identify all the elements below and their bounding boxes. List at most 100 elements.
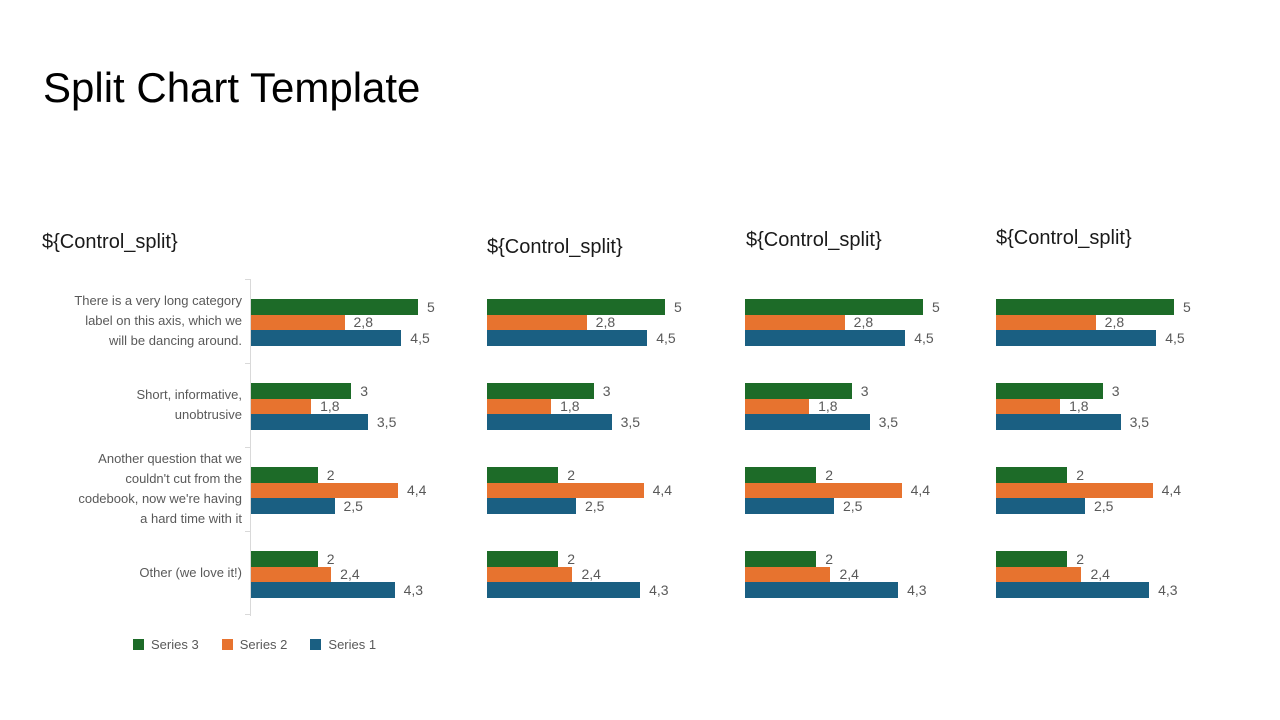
bar-row: 4,5 bbox=[487, 330, 676, 346]
bar-row: 2 bbox=[251, 551, 418, 567]
bar-series-2 bbox=[996, 566, 1082, 582]
bar-series-3 bbox=[745, 467, 817, 483]
bar-series-1 bbox=[745, 414, 870, 430]
value-label: 2,8 bbox=[353, 314, 373, 331]
bar-series-1 bbox=[251, 330, 402, 346]
value-label: 3 bbox=[860, 382, 869, 399]
value-label: 2 bbox=[825, 466, 833, 483]
chart-plot: 5 2,8 4,5 3 1,8 3,5 2 4,4 2,5 2 2,4 4,3 bbox=[745, 279, 940, 615]
bar-row: 3 bbox=[996, 383, 1174, 399]
bar-series-3 bbox=[251, 299, 418, 315]
bar-row: 3 bbox=[745, 383, 923, 399]
bar-row: 5 bbox=[996, 299, 1191, 315]
bar-group: 2 4,4 2,5 bbox=[745, 447, 930, 531]
chart-plot: 5 2,8 4,5 3 1,8 3,5 2 4,4 2,5 2 2,4 4,3 bbox=[251, 279, 435, 615]
chart-legend: Series 3 Series 2 Series 1 bbox=[133, 638, 376, 651]
bar-row: 2,4 bbox=[745, 566, 923, 582]
bar-series-3 bbox=[996, 467, 1068, 483]
bar-group: 5 2,8 4,5 bbox=[996, 279, 1191, 363]
value-label: 2,5 bbox=[343, 497, 363, 514]
category-label: Another question that we couldn't cut fr… bbox=[78, 451, 242, 526]
category-axis-labels: There is a very long category label on t… bbox=[34, 279, 242, 615]
bar-series-3 bbox=[487, 299, 665, 315]
bar-row: 1,8 bbox=[251, 398, 418, 414]
bar-series-2 bbox=[996, 482, 1153, 498]
bar-row: 1,8 bbox=[487, 398, 665, 415]
bar-group: 2 4,4 2,5 bbox=[996, 447, 1181, 531]
value-label: 3,5 bbox=[620, 413, 641, 430]
axis-tick bbox=[245, 447, 250, 448]
value-label: 2 bbox=[825, 550, 833, 567]
value-label: 2 bbox=[567, 466, 575, 483]
bar-row: 4,5 bbox=[745, 330, 934, 346]
bar-row: 3,5 bbox=[251, 414, 418, 430]
bar-row: 2,8 bbox=[745, 314, 923, 330]
bar-row: 2,4 bbox=[487, 566, 665, 582]
chart-title: ${Control_split} bbox=[996, 227, 1132, 249]
bar-series-1 bbox=[996, 330, 1157, 346]
axis-tick bbox=[245, 531, 250, 532]
bar-series-3 bbox=[745, 383, 852, 399]
value-label: 2,8 bbox=[1104, 314, 1125, 331]
bar-row: 2,8 bbox=[996, 314, 1174, 331]
bar-series-1 bbox=[996, 414, 1121, 430]
bar-series-1 bbox=[745, 582, 899, 598]
bar-group: 2 2,4 4,3 bbox=[251, 531, 423, 615]
legend-swatch-icon bbox=[310, 639, 322, 650]
bar-row: 4,4 bbox=[251, 482, 426, 498]
bar-series-2 bbox=[487, 482, 644, 498]
bar-row: 2 bbox=[251, 467, 418, 483]
bar-series-1 bbox=[487, 582, 641, 598]
value-label: 4,4 bbox=[910, 482, 931, 499]
bar-series-2 bbox=[487, 314, 587, 330]
bar-series-1 bbox=[745, 498, 834, 514]
bar-row: 3,5 bbox=[996, 414, 1174, 430]
bar-group: 5 2,8 4,5 bbox=[251, 279, 435, 363]
bar-row: 3,5 bbox=[745, 414, 923, 430]
bar-row: 2 bbox=[745, 467, 923, 483]
value-label: 1,8 bbox=[1069, 398, 1089, 415]
bar-series-3 bbox=[251, 551, 318, 567]
bar-group: 5 2,8 4,5 bbox=[487, 279, 682, 363]
bar-row: 2,8 bbox=[487, 314, 665, 330]
bar-row: 4,4 bbox=[745, 482, 930, 498]
chart-title: ${Control_split} bbox=[746, 229, 882, 251]
bar-series-1 bbox=[487, 330, 648, 346]
bar-row: 5 bbox=[487, 299, 682, 315]
bar-group: 3 1,8 3,5 bbox=[251, 363, 418, 447]
bar-series-3 bbox=[251, 383, 352, 399]
axis-tick bbox=[245, 279, 250, 280]
value-label: 3 bbox=[602, 382, 611, 399]
value-label: 2,5 bbox=[843, 497, 863, 514]
value-label: 3 bbox=[1111, 382, 1120, 399]
bar-row: 4,4 bbox=[487, 482, 672, 498]
bar-series-3 bbox=[487, 551, 559, 567]
legend-swatch-icon bbox=[221, 639, 233, 650]
value-label: 1,8 bbox=[818, 398, 838, 415]
bar-row: 2,4 bbox=[251, 566, 418, 582]
category-axis-line bbox=[245, 279, 251, 616]
chart-plot: 5 2,8 4,5 3 1,8 3,5 2 4,4 2,5 2 2,4 4,3 bbox=[996, 279, 1191, 615]
value-label: 3,5 bbox=[1129, 413, 1150, 430]
bar-group: 5 2,8 4,5 bbox=[745, 279, 940, 363]
legend-label: Series 3 bbox=[151, 637, 199, 652]
bar-series-3 bbox=[487, 383, 594, 399]
legend-item: Series 1 bbox=[310, 638, 376, 651]
value-label: 4,5 bbox=[410, 329, 430, 346]
value-label: 3,5 bbox=[376, 413, 397, 430]
bar-series-2 bbox=[745, 482, 902, 498]
bar-series-2 bbox=[745, 314, 845, 330]
value-label: 1,8 bbox=[560, 398, 580, 415]
bar-series-1 bbox=[487, 414, 612, 430]
bar-series-3 bbox=[996, 551, 1068, 567]
value-label: 2,4 bbox=[1090, 566, 1110, 583]
bar-series-2 bbox=[745, 566, 831, 582]
bar-row: 4,3 bbox=[996, 582, 1178, 598]
bar-row: 4,3 bbox=[487, 582, 669, 598]
bar-group: 3 1,8 3,5 bbox=[996, 363, 1174, 447]
bar-row: 4,5 bbox=[251, 330, 430, 346]
category-label: There is a very long category label on t… bbox=[74, 293, 242, 348]
value-label: 4,5 bbox=[656, 329, 676, 346]
chart-plot: 5 2,8 4,5 3 1,8 3,5 2 4,4 2,5 2 2,4 4,3 bbox=[487, 279, 682, 615]
